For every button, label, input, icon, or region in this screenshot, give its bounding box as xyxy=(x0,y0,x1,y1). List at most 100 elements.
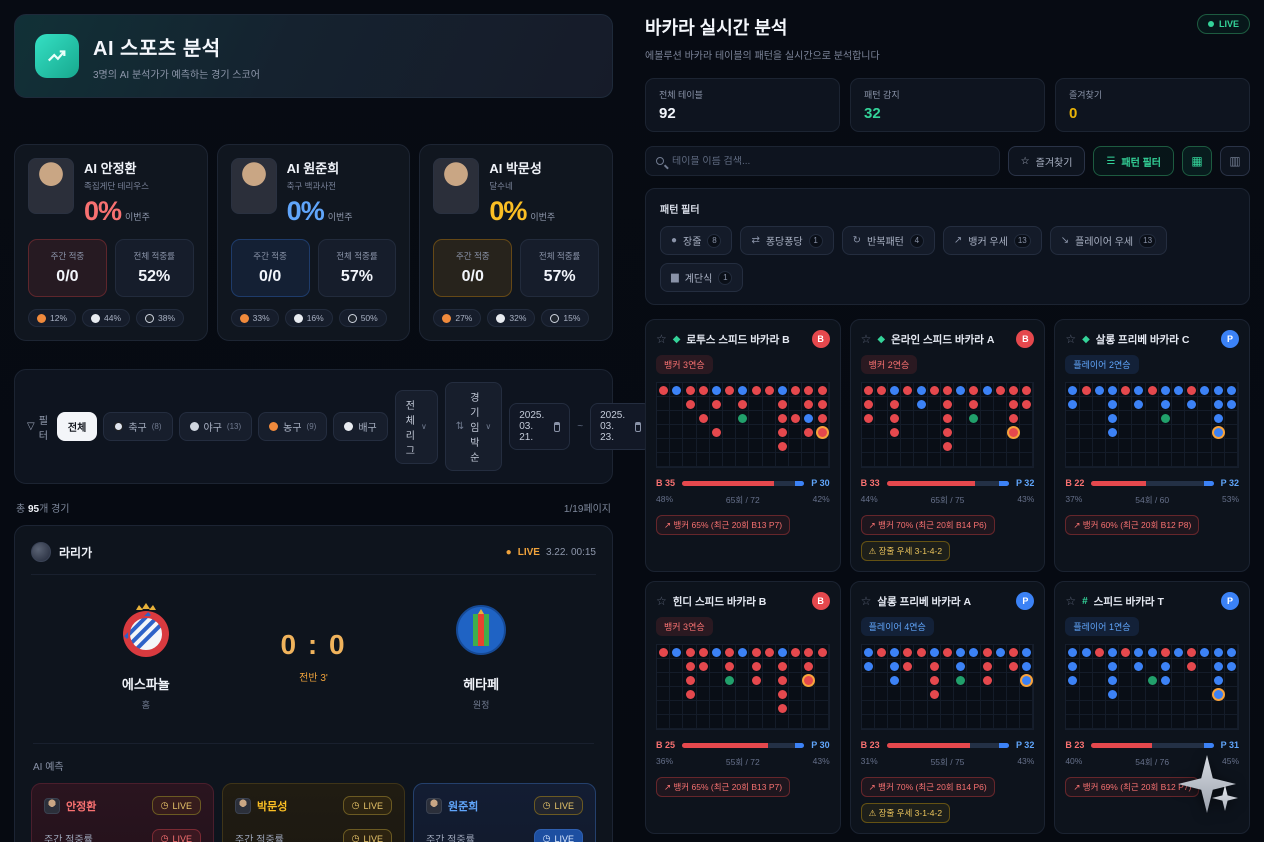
bead-cell xyxy=(1172,715,1185,729)
bead-cell xyxy=(1080,701,1093,715)
match-card[interactable]: 라리가 ● LIVE 3.22. 00:15 에스파뇰 xyxy=(14,525,613,842)
bead-cell xyxy=(763,645,776,659)
analyst-card[interactable]: AI 원준희 축구 백과사전 0% 이번주 주간 적중 0/0 전체 적중률 57% 33% 16… xyxy=(216,144,411,341)
bead-cell xyxy=(1080,659,1093,673)
pattern-pill: ⚠ 장줄 우세 3-1-4-2 xyxy=(860,541,951,561)
sport-chip-전체[interactable]: 전체 xyxy=(56,412,98,441)
sport-chip-농구[interactable]: 농구 (9) xyxy=(258,412,328,441)
bead-cell xyxy=(1198,701,1211,715)
banker-dot xyxy=(777,399,787,409)
sport-chip-야구[interactable]: 야구 (13) xyxy=(178,412,253,441)
bead-cell xyxy=(763,453,776,467)
bead-cell xyxy=(1225,411,1238,425)
banker-dot xyxy=(863,413,873,423)
banker-dot xyxy=(804,661,814,671)
stat-box: 패턴 감지 32 xyxy=(850,78,1045,132)
bead-cell xyxy=(749,383,762,397)
live-pill: ◷ LIVE xyxy=(342,829,392,842)
grid-view-button[interactable]: ▦ xyxy=(1182,146,1212,176)
banker-percent: 37% xyxy=(1065,494,1083,504)
bead-cell xyxy=(888,397,901,411)
table-stats-row: 44% 65회 / 75 43% xyxy=(861,494,1035,506)
analyst-card[interactable]: AI 박문성 달수네 0% 이번주 주간 적중 0/0 전체 적중률 57% 27% 32% 15% xyxy=(419,144,614,341)
favorite-star-icon[interactable]: ☆ xyxy=(1065,332,1077,346)
search-box[interactable] xyxy=(645,146,1000,176)
player-dot xyxy=(1108,675,1118,685)
bead-cell xyxy=(710,425,723,439)
baccarat-table-card[interactable]: ☆ # 스피드 바카라 T P 플레이어 1연승 B 23 P 31 40% 54회 / 76 4… xyxy=(1054,581,1250,834)
bead-cell xyxy=(914,439,927,453)
player-dot xyxy=(1068,399,1078,409)
pattern-chip[interactable]: ↗ 뱅커 우세 13 xyxy=(942,226,1042,255)
bead-cell xyxy=(994,383,1007,397)
player-dot xyxy=(956,661,966,671)
sort-dropdown[interactable]: ⇅ 경기 임박순 ∨ xyxy=(444,382,503,471)
baccarat-table-card[interactable]: ☆ 힌디 스피드 바카라 B B 뱅커 3연승 B 25 P 30 36% 55회 / 72 4… xyxy=(645,581,841,834)
bead-cell xyxy=(657,715,670,729)
pattern-filter-button[interactable]: ☰ 패턴 필터 xyxy=(1093,146,1174,176)
pattern-label: 퐁당퐁당 xyxy=(765,237,803,248)
table-stats-row: 40% 54회 / 76 45% xyxy=(1065,756,1239,768)
bead-cell xyxy=(954,453,967,467)
baccarat-table-card[interactable]: ☆ 살롱 프리베 바카라 A P 플레이어 4연승 B 23 P 32 31% 55회 / 7… xyxy=(849,581,1046,834)
page-indicator[interactable]: 1/19페이지 xyxy=(563,504,611,515)
pattern-chip[interactable]: ● 장줄 8 xyxy=(660,226,733,255)
player-percent: 43% xyxy=(1017,494,1035,504)
live-dot-icon: ● xyxy=(505,546,512,558)
date-to-input[interactable]: 2025. 03. 23. xyxy=(590,403,652,450)
analyst-stat-boxes: 주간 적중 0/0 전체 적중률 57% xyxy=(230,239,397,297)
stat-badge: 12% xyxy=(28,309,77,327)
baccarat-table-card[interactable]: ☆ ◆ 로투스 스피드 바카라 B B 뱅커 3연승 B 35 P 30 48% 65회 / 7… xyxy=(645,319,841,572)
search-input[interactable] xyxy=(672,155,989,167)
pattern-chip[interactable]: ⇄ 퐁당퐁당 1 xyxy=(740,226,834,255)
league-dropdown[interactable]: 전체 리그 ∨ xyxy=(394,389,438,464)
pattern-count: 13 xyxy=(1139,233,1157,248)
bead-cell xyxy=(723,453,736,467)
pattern-chip[interactable]: ▆ 계단식 1 xyxy=(660,263,744,292)
banker-dot xyxy=(1160,647,1170,657)
list-view-button[interactable]: ▥ xyxy=(1220,146,1250,176)
bead-cell xyxy=(802,383,815,397)
favorite-star-icon[interactable]: ☆ xyxy=(1065,594,1077,608)
bead-cell xyxy=(1146,687,1159,701)
bead-cell xyxy=(1172,425,1185,439)
analyst-name: AI 원준희 xyxy=(286,161,340,176)
ball-icon xyxy=(269,422,279,431)
bead-cell xyxy=(875,411,888,425)
bead-cell xyxy=(954,715,967,729)
analyst-card[interactable]: AI 안정환 족집게단 테리우스 0% 이번주 주간 적중 0/0 전체 적중률 52% 12%… xyxy=(14,144,208,341)
banker-dot xyxy=(863,385,873,395)
bead-cell xyxy=(1020,453,1033,467)
player-percent: 43% xyxy=(812,756,830,766)
pattern-chip[interactable]: ↻ 반복패턴 4 xyxy=(841,226,935,255)
stat-box: 전체 테이블 92 xyxy=(645,78,840,132)
favorite-star-icon[interactable]: ☆ xyxy=(860,332,872,346)
home-team-side: 홈 xyxy=(141,700,150,710)
table-type-icon: ◆ xyxy=(1082,333,1090,345)
baccarat-table-card[interactable]: ☆ ◆ 살롱 프리베 바카라 C P 플레이어 2연승 B 22 P 32 37% 54회 / … xyxy=(1054,319,1250,572)
banker-count: B 23 xyxy=(1065,740,1085,750)
bead-cell xyxy=(789,673,802,687)
player-dot xyxy=(1213,385,1223,395)
date-from-input[interactable]: 2025. 03. 21. xyxy=(509,403,571,450)
live-pill: ◷ LIVE xyxy=(151,829,201,842)
bead-cell xyxy=(954,687,967,701)
sport-chip-배구[interactable]: 배구 xyxy=(333,412,388,441)
baccarat-table-card[interactable]: ☆ ◆ 온라인 스피드 바카라 A B 뱅커 2연승 B 33 P 32 44% 65회 / 7… xyxy=(849,319,1046,572)
favorite-star-icon[interactable]: ☆ xyxy=(656,594,667,608)
analyst-top: AI 원준희 축구 백과사전 0% 이번주 xyxy=(230,158,397,227)
weekly-rate-row: 주간 적중률 ◷ LIVE xyxy=(426,829,583,842)
favorite-star-icon[interactable]: ☆ xyxy=(656,332,667,346)
pattern-chip[interactable]: ↘ 플레이어 우세 13 xyxy=(1049,226,1168,255)
favorite-star-icon[interactable]: ☆ xyxy=(860,594,872,608)
banker-dot xyxy=(685,675,695,685)
favorites-button[interactable]: ☆ 즐겨찾기 xyxy=(1007,146,1086,176)
bead-cell xyxy=(954,397,967,411)
bead-cell xyxy=(1225,383,1238,397)
live-pill: ◷ LIVE xyxy=(533,829,583,842)
sport-chip-축구[interactable]: 축구 (8) xyxy=(103,412,173,441)
